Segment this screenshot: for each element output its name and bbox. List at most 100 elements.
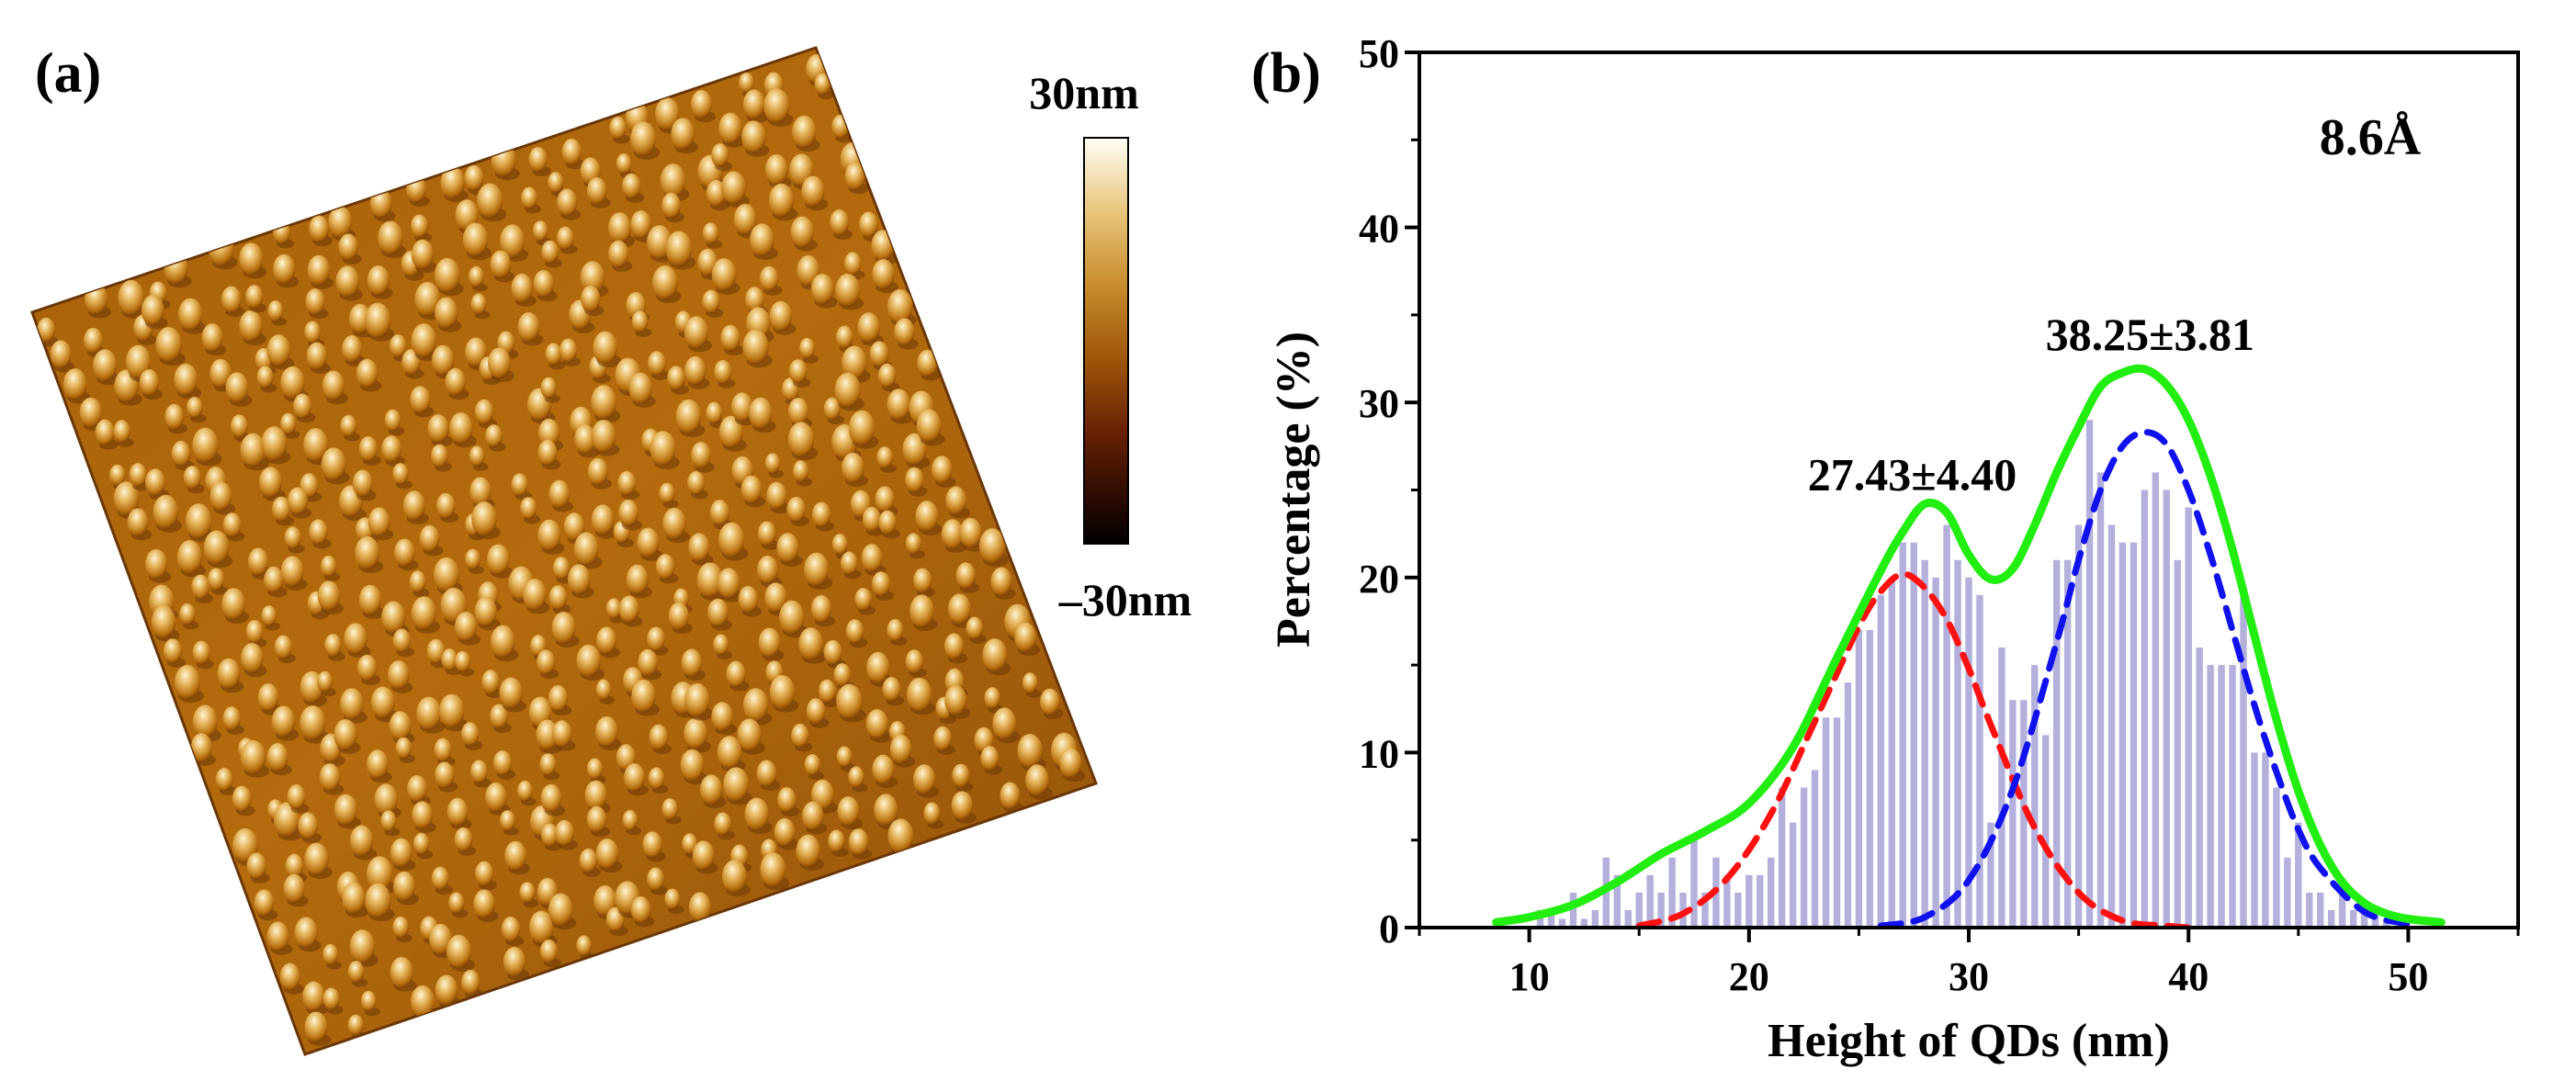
quantum-dot xyxy=(389,334,407,358)
quantum-dot xyxy=(845,619,864,644)
quantum-dot xyxy=(367,507,390,537)
histogram-bar xyxy=(1932,577,1939,928)
quantum-dot xyxy=(769,300,793,332)
quantum-dot xyxy=(871,571,890,597)
quantum-dot xyxy=(411,985,435,1019)
quantum-dot xyxy=(381,435,401,463)
quantum-dot xyxy=(618,499,638,527)
quantum-dot xyxy=(835,325,853,349)
quantum-dot xyxy=(750,223,774,257)
quantum-dot xyxy=(951,791,973,820)
quantum-dot xyxy=(504,840,527,872)
quantum-dot xyxy=(285,853,304,879)
quantum-dot xyxy=(521,186,537,209)
quantum-dot xyxy=(552,557,571,580)
quantum-dot xyxy=(763,88,790,124)
quantum-dot xyxy=(511,273,534,303)
quantum-dot xyxy=(737,718,762,752)
quantum-dot xyxy=(338,233,358,261)
quantum-dot xyxy=(392,916,409,939)
quantum-dot xyxy=(261,426,288,462)
quantum-dot xyxy=(687,470,706,495)
quantum-dot xyxy=(303,428,329,462)
quantum-dot xyxy=(616,152,632,174)
histogram-bar xyxy=(1734,892,1742,928)
x-tick-label: 40 xyxy=(2168,954,2209,999)
quantum-dot xyxy=(872,259,895,290)
quantum-dot xyxy=(411,214,429,239)
quantum-dot xyxy=(470,760,488,784)
histogram-bar xyxy=(1800,787,1808,928)
quantum-dot xyxy=(462,222,489,257)
quantum-dot xyxy=(581,285,601,312)
cumulative-fit-curve xyxy=(1492,364,2446,927)
quantum-dot xyxy=(171,441,191,467)
quantum-dot xyxy=(696,562,724,599)
quantum-dot xyxy=(245,620,264,644)
quantum-dot xyxy=(365,883,391,918)
quantum-dot xyxy=(682,833,697,855)
quantum-dot xyxy=(245,285,264,309)
quantum-dot xyxy=(84,327,103,355)
quantum-dot xyxy=(192,640,210,666)
quantum-dot xyxy=(646,225,672,260)
quantum-dot xyxy=(823,639,842,665)
quantum-dot xyxy=(665,231,693,267)
quantum-dot xyxy=(702,289,720,314)
quantum-dot xyxy=(454,827,473,852)
quantum-dot xyxy=(759,265,779,292)
quantum-dot xyxy=(840,551,858,575)
quantum-dot xyxy=(536,719,559,751)
histogram-bar xyxy=(1624,909,1632,928)
quantum-dot xyxy=(828,829,845,853)
quantum-dot xyxy=(306,342,327,370)
quantum-dot xyxy=(412,801,433,829)
histogram-bar xyxy=(1954,559,1961,928)
quantum-dot xyxy=(738,586,759,614)
quantum-dot xyxy=(438,693,465,729)
quantum-dot xyxy=(691,90,713,119)
quantum-dot xyxy=(541,823,559,847)
quantum-dot xyxy=(624,763,646,793)
histogram-bar xyxy=(1811,770,1819,928)
quantum-dot xyxy=(837,796,860,827)
quantum-dot xyxy=(221,286,242,313)
quantum-dot xyxy=(62,368,87,401)
histogram-bar xyxy=(2020,700,2028,928)
quantum-dot xyxy=(586,805,607,833)
quantum-dot xyxy=(273,253,296,285)
quantum-dot xyxy=(333,794,358,827)
histogram-bar xyxy=(2327,909,2335,928)
quantum-dot xyxy=(455,650,470,672)
histogram-bar xyxy=(2185,507,2192,928)
quantum-dot xyxy=(844,162,865,191)
quantum-dot xyxy=(760,852,786,888)
quantum-dot xyxy=(947,593,971,625)
quantum-dot xyxy=(470,293,487,315)
quantum-dot xyxy=(668,602,689,631)
quantum-dot xyxy=(713,634,729,656)
quantum-dot xyxy=(464,164,484,192)
quantum-dot xyxy=(412,832,430,855)
x-axis-title: Height of QDs (nm) xyxy=(1768,1015,2170,1067)
quantum-dot xyxy=(548,172,564,194)
quantum-dot xyxy=(551,611,576,645)
quantum-dot xyxy=(757,521,776,546)
quantum-dot xyxy=(499,677,523,709)
histogram-bar xyxy=(1844,682,1852,928)
quantum-dot xyxy=(431,866,449,891)
quantum-dot xyxy=(435,492,456,519)
quantum-dot xyxy=(394,538,415,568)
histogram-bar xyxy=(1833,717,1841,928)
quantum-dot xyxy=(183,466,201,490)
quantum-dot xyxy=(461,969,480,996)
quantum-dot xyxy=(915,501,939,533)
histogram-bar xyxy=(1965,577,1972,928)
quantum-dot xyxy=(804,552,830,587)
quantum-dot xyxy=(798,627,823,661)
quantum-dot xyxy=(486,544,510,575)
quantum-dot xyxy=(468,265,484,287)
quantum-dot xyxy=(445,367,466,397)
quantum-dot xyxy=(831,534,848,556)
quantum-dot xyxy=(684,682,710,718)
